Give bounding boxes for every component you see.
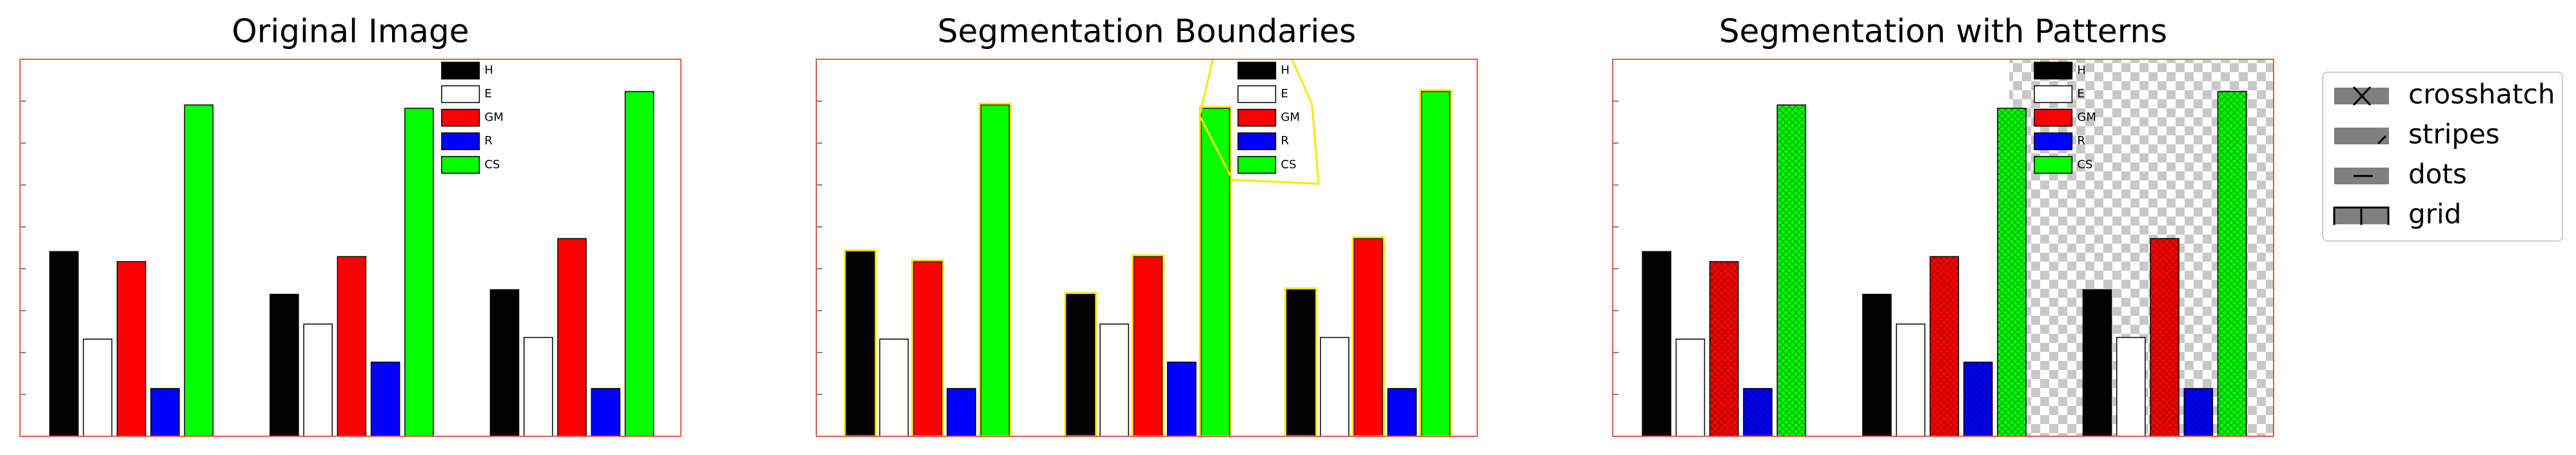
legend-swatch <box>2034 61 2073 80</box>
bar-pattern <box>1997 108 2026 437</box>
legend-label: E <box>1281 87 1288 101</box>
legend-label: R <box>1281 134 1289 148</box>
legend-swatch <box>1237 61 1277 80</box>
bar <box>150 388 180 437</box>
pattern-symbol <box>2377 135 2387 145</box>
bar <box>591 388 621 437</box>
bar <box>489 289 520 437</box>
bar <box>1166 362 1197 437</box>
bar <box>1896 324 1925 437</box>
legend-swatch <box>441 156 480 174</box>
legend-swatch <box>1237 108 1277 127</box>
bar <box>116 261 146 437</box>
bar <box>303 324 333 437</box>
bar <box>1066 293 1096 437</box>
bar-pattern <box>1930 257 1959 436</box>
legend-swatch <box>2034 132 2073 150</box>
bar-pattern <box>2184 388 2213 436</box>
legend-label: CS <box>484 158 500 171</box>
bar <box>2116 336 2146 437</box>
legend-swatch <box>441 61 480 80</box>
legend-label: R <box>2077 134 2085 148</box>
legend-label: GM <box>2077 111 2096 124</box>
bar-pattern <box>1963 362 1992 436</box>
panel-title: Original Image <box>231 13 469 50</box>
bar <box>1133 256 1163 437</box>
plot-frame <box>816 59 1478 437</box>
legend-swatch <box>441 85 480 103</box>
pattern-label: stripes <box>2408 119 2500 150</box>
bar <box>557 238 587 437</box>
bar <box>912 261 943 437</box>
legend-swatch <box>441 108 480 127</box>
bar <box>1286 289 1316 437</box>
pattern-symbol <box>2333 206 2390 225</box>
bar <box>1201 108 1230 437</box>
plot-frame <box>19 59 682 437</box>
legend-swatch <box>2034 156 2073 174</box>
pattern-label: dots <box>2408 159 2467 190</box>
legend-label: R <box>484 134 493 148</box>
boundary <box>1198 59 1320 185</box>
bar <box>980 104 1010 437</box>
legend-label: E <box>484 87 491 101</box>
legend-label: CS <box>2077 158 2092 171</box>
bar-pattern <box>2150 238 2179 436</box>
legend-swatch <box>2034 108 2073 127</box>
bar <box>184 104 214 437</box>
pattern-label: grid <box>2408 198 2461 230</box>
bar-pattern <box>1743 388 1773 436</box>
legend-label: E <box>2077 87 2084 101</box>
bar <box>2082 289 2112 437</box>
bar <box>947 388 976 437</box>
legend-swatch <box>2034 85 2073 103</box>
bar <box>1862 293 1892 437</box>
bar <box>879 338 909 437</box>
bar <box>1099 324 1129 437</box>
bar-pattern <box>1709 261 1738 436</box>
bar <box>523 336 553 437</box>
bar <box>337 256 367 437</box>
bar-pattern <box>2217 92 2247 437</box>
pattern-legend-frame <box>2322 72 2563 242</box>
legend-label: H <box>1281 64 1290 77</box>
bar <box>1353 238 1383 437</box>
plot-frame <box>1612 59 2274 437</box>
panel-title: Segmentation with Patterns <box>1719 13 2167 50</box>
legend-swatch <box>1237 85 1277 103</box>
bar <box>1319 336 1350 437</box>
bar <box>83 338 113 437</box>
legend-label: CS <box>1281 158 1296 171</box>
legend-label: H <box>2077 64 2086 77</box>
bar <box>270 293 299 437</box>
pattern-label: crosshatch <box>2408 79 2555 110</box>
bar-pattern <box>1777 104 1806 437</box>
bar <box>845 251 875 437</box>
legend-swatch <box>441 132 480 150</box>
bar <box>404 108 434 437</box>
bar <box>1675 338 1706 437</box>
bar <box>624 91 654 437</box>
legend-swatch <box>1237 132 1277 150</box>
legend-label: H <box>484 64 493 77</box>
bar <box>1387 388 1417 437</box>
bar <box>370 362 400 437</box>
pattern-symbol <box>2352 86 2372 106</box>
bar <box>1642 251 1671 437</box>
panel-title: Segmentation Boundaries <box>938 13 1356 50</box>
bar <box>49 251 79 437</box>
legend-swatch <box>1237 156 1277 174</box>
legend-label: GM <box>484 111 503 124</box>
bar <box>1421 91 1451 437</box>
legend-label: GM <box>1281 111 1299 124</box>
